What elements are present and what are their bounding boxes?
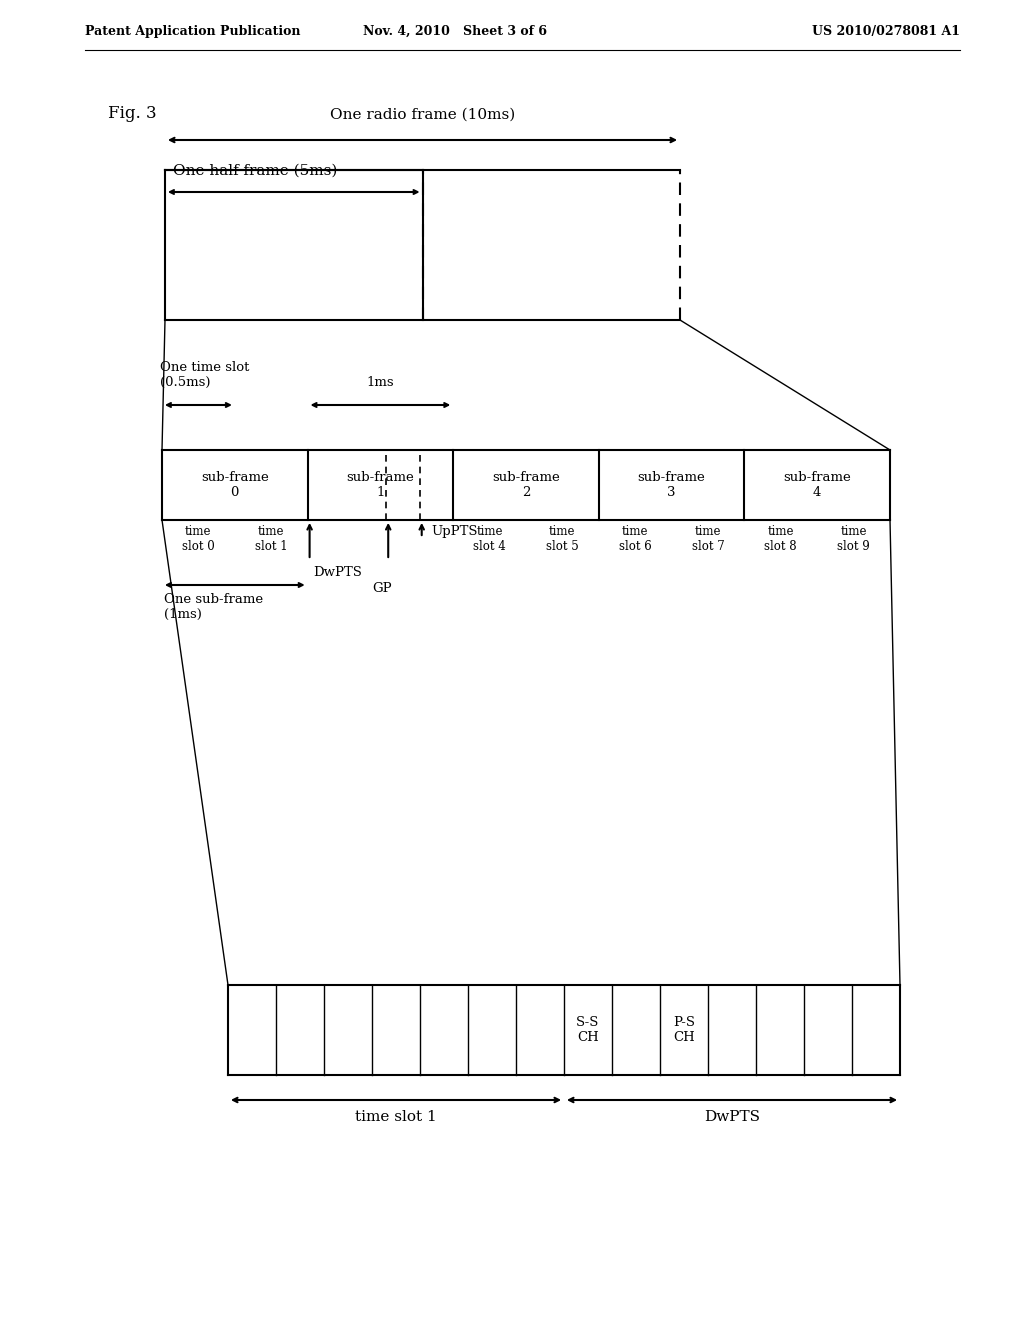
Text: One time slot
(0.5ms): One time slot (0.5ms) (160, 360, 250, 389)
Text: One half-frame (5ms): One half-frame (5ms) (173, 164, 337, 178)
Text: GP: GP (373, 582, 392, 595)
Text: One sub-frame
(1ms): One sub-frame (1ms) (164, 593, 263, 620)
Text: time
slot 0: time slot 0 (182, 525, 215, 553)
Text: Nov. 4, 2010   Sheet 3 of 6: Nov. 4, 2010 Sheet 3 of 6 (362, 25, 547, 38)
Text: One radio frame (10ms): One radio frame (10ms) (330, 108, 515, 121)
Text: time
slot 6: time slot 6 (618, 525, 651, 553)
Text: 1ms: 1ms (367, 376, 394, 389)
Text: time
slot 5: time slot 5 (546, 525, 579, 553)
Text: time slot 1: time slot 1 (355, 1110, 437, 1125)
Text: sub-frame
3: sub-frame 3 (638, 471, 706, 499)
Text: DwPTS: DwPTS (313, 566, 362, 579)
Text: time
slot 9: time slot 9 (838, 525, 870, 553)
Text: time
slot 8: time slot 8 (765, 525, 797, 553)
Text: UpPTS: UpPTS (432, 525, 478, 539)
Text: DwPTS: DwPTS (705, 1110, 760, 1125)
Text: time
slot 7: time slot 7 (691, 525, 724, 553)
Text: S-S
CH: S-S CH (577, 1016, 600, 1044)
Text: sub-frame
0: sub-frame 0 (201, 471, 268, 499)
Text: sub-frame
1: sub-frame 1 (346, 471, 415, 499)
Text: Patent Application Publication: Patent Application Publication (85, 25, 300, 38)
Text: time
slot 4: time slot 4 (473, 525, 506, 553)
Text: sub-frame
4: sub-frame 4 (783, 471, 851, 499)
Text: Fig. 3: Fig. 3 (108, 106, 157, 121)
Text: sub-frame
2: sub-frame 2 (493, 471, 560, 499)
Text: US 2010/0278081 A1: US 2010/0278081 A1 (812, 25, 961, 38)
Text: P-S
CH: P-S CH (673, 1016, 695, 1044)
Text: time
slot 1: time slot 1 (255, 525, 288, 553)
